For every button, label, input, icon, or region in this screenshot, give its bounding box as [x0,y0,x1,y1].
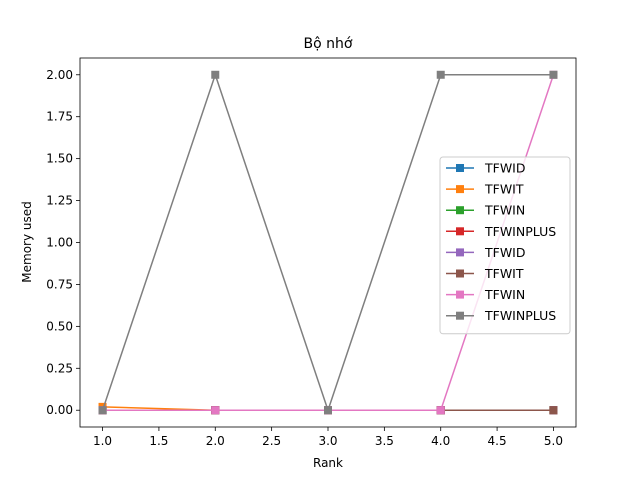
legend-label: TFWIN [484,287,525,302]
series-8 [98,70,558,415]
y-tick-label: 0.75 [46,277,73,291]
legend-marker [456,290,464,299]
y-axis-label: Memory used [20,201,34,282]
x-tick-label: 3.5 [375,434,394,448]
data-point [211,406,220,415]
legend: TFWID TFWIT TFWIN TFWINPLUS TFWID TFWIT TFWIN T… [439,156,571,335]
y-tick-label: 2.00 [46,68,73,82]
legend-marker [456,185,464,194]
data-point [549,406,558,415]
legend-item: TFWIN [446,203,525,218]
legend-item: TFWIT [446,266,524,281]
x-axis-label: Rank [313,456,343,470]
legend-label: TFWINPLUS [484,308,556,323]
y-tick-label: 1.00 [46,236,73,250]
legend-marker [456,311,464,320]
x-tick-label: 5.0 [544,434,563,448]
y-tick-label: 1.25 [46,194,73,208]
x-tick-label: 2.0 [206,434,225,448]
data-point [549,70,558,79]
data-point [98,406,107,415]
y-tick-label: 0.00 [46,403,73,417]
legend-marker [456,269,464,278]
y-tick-label: 1.50 [46,152,73,166]
legend-label: TFWIT [484,266,524,281]
y-tick-label: 0.25 [46,361,73,375]
legend-marker [456,206,464,215]
chart-title: Bộ nhớ [304,36,353,52]
x-tick-label: 2.5 [262,434,281,448]
legend-label: TFWIN [484,203,525,218]
y-tick-label: 0.50 [46,319,73,333]
legend-item: TFWIN [446,287,525,302]
legend-marker [456,227,464,236]
legend-item: TFWINPLUS [446,308,556,323]
x-tick-label: 1.5 [149,434,168,448]
x-tick-label: 3.0 [318,434,337,448]
legend-item: TFWIT [446,182,524,197]
y-tick-label: 1.75 [46,110,73,124]
legend-item: TFWID [446,161,526,176]
x-tick-label: 4.0 [431,434,450,448]
legend-label: TFWIT [484,182,524,197]
legend-label: TFWINPLUS [484,224,556,239]
legend-marker [456,248,464,257]
legend-item: TFWINPLUS [446,224,556,239]
legend-marker [456,164,464,172]
legend-label: TFWID [484,161,526,176]
data-point [324,406,332,415]
data-point [436,406,445,415]
axes-frame [79,57,577,428]
x-tick-label: 4.5 [488,434,507,448]
legend-label: TFWID [484,245,526,260]
legend-item: TFWID [446,245,526,260]
x-tick-label: 1.0 [93,434,112,448]
data-point [436,70,445,79]
legend-box [439,156,571,335]
data-point [211,70,220,79]
